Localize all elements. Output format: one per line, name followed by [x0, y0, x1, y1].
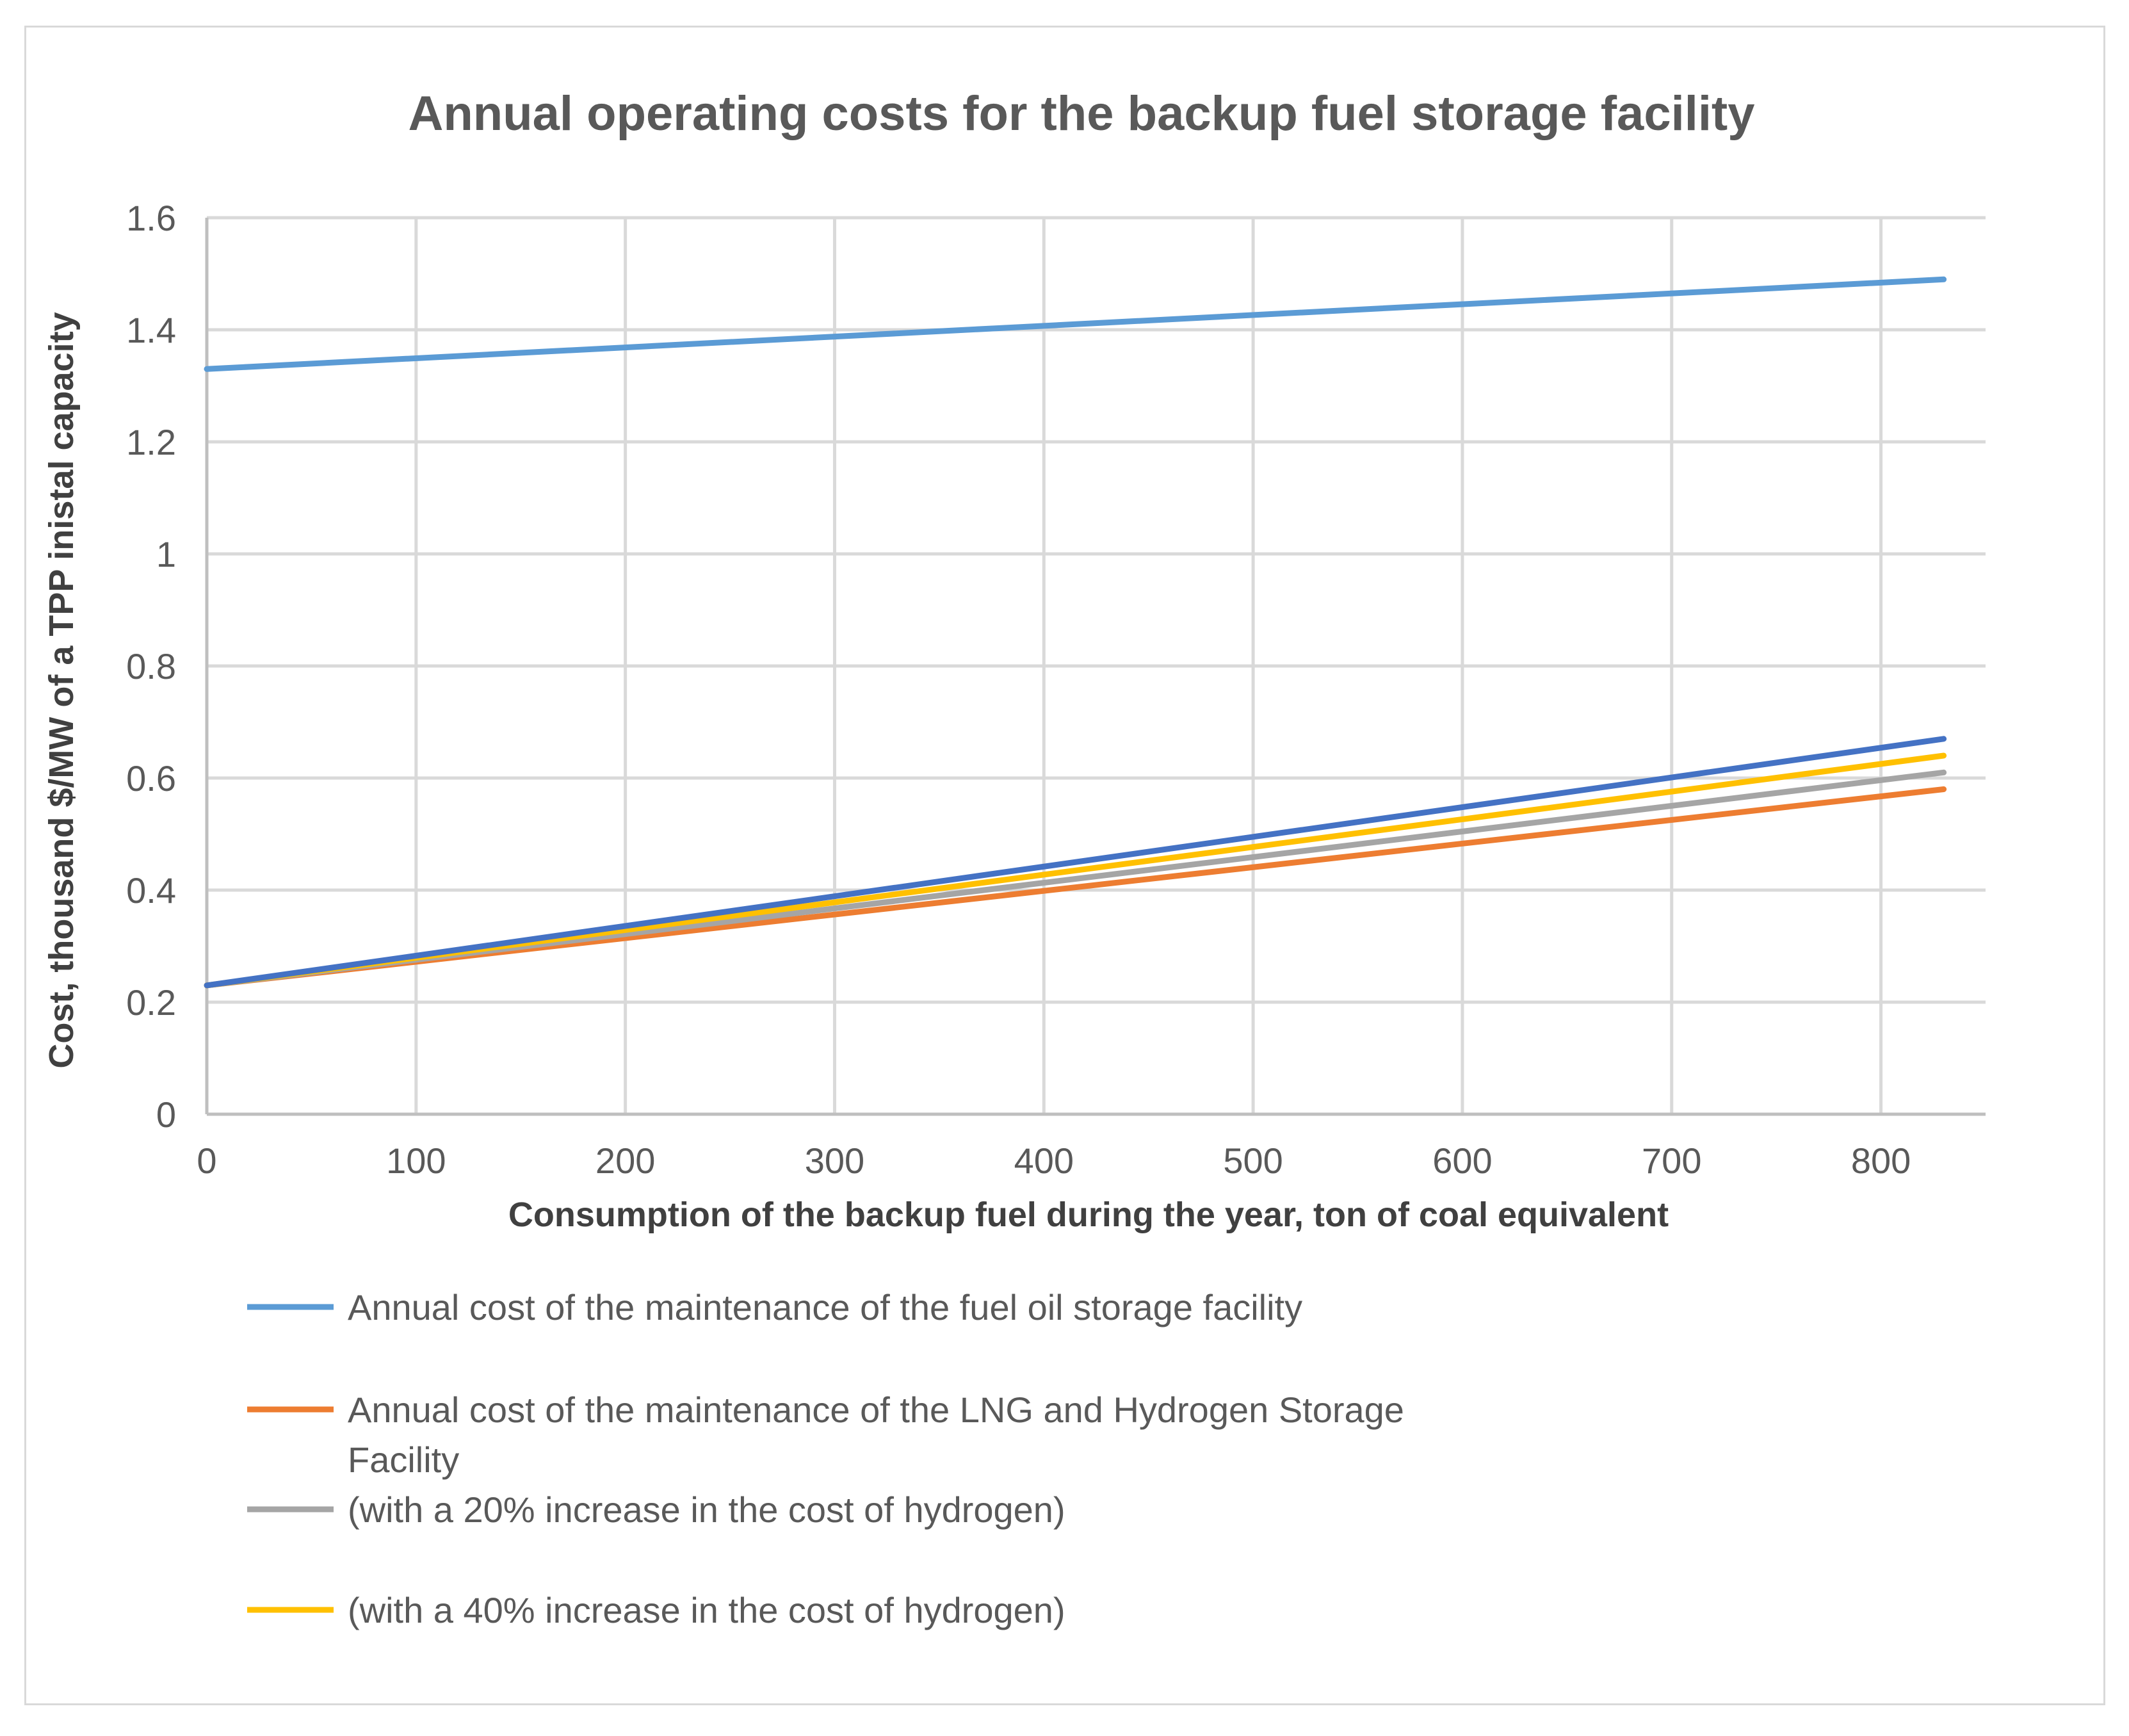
y-axis-title: Cost, thousand $/MW of a TPP inistal cap… — [42, 312, 81, 1068]
line-chart: Annual operating costs for the backup fu… — [42, 86, 1986, 1630]
x-axis-title: Consumption of the backup fuel during th… — [508, 1196, 1669, 1234]
x-tick-label: 300 — [805, 1140, 864, 1181]
x-tick-label: 500 — [1223, 1140, 1283, 1181]
y-tick-label: 0.2 — [126, 982, 176, 1023]
y-tick-label: 0.8 — [126, 646, 176, 686]
y-tick-label: 0 — [156, 1094, 176, 1135]
legend-label: (with a 20% increase in the cost of hydr… — [348, 1489, 1065, 1530]
y-tick-label: 0.6 — [126, 758, 176, 799]
y-tick-label: 1.2 — [126, 422, 176, 462]
series-line-4 — [204, 736, 1947, 989]
x-tick-label: 700 — [1642, 1140, 1701, 1181]
axes: 0 0.2 0.4 0.6 0.8 1 1.2 1.4 1.6 0 100 200 300 400 500 6… — [126, 198, 1986, 1181]
y-tick-label: 1 — [156, 534, 176, 574]
y-tick-label: 0.4 — [126, 870, 176, 911]
x-tick-label: 600 — [1432, 1140, 1492, 1181]
x-tick-label: 100 — [386, 1140, 446, 1181]
chart-frame: Annual operating costs for the backup fu… — [24, 26, 2105, 1705]
series-lines — [204, 276, 1947, 989]
legend-label: (with a 40% increase in the cost of hydr… — [348, 1590, 1065, 1630]
legend-label: Facility — [348, 1440, 459, 1480]
x-tick-label: 400 — [1014, 1140, 1074, 1181]
x-tick-label: 200 — [595, 1140, 655, 1181]
y-tick-label: 1.6 — [126, 198, 176, 238]
chart-title: Annual operating costs for the backup fu… — [408, 86, 1754, 141]
legend-label: Annual cost of the maintenance of the fu… — [348, 1287, 1302, 1327]
legend: Annual cost of the maintenance of the fu… — [247, 1287, 1404, 1630]
series-line-0 — [204, 276, 1947, 372]
legend-label: Annual cost of the maintenance of the LN… — [348, 1390, 1404, 1430]
x-tick-label: 0 — [197, 1140, 216, 1181]
gridlines — [207, 216, 1986, 1114]
x-tick-label: 800 — [1851, 1140, 1911, 1181]
y-tick-label: 1.4 — [126, 310, 176, 350]
